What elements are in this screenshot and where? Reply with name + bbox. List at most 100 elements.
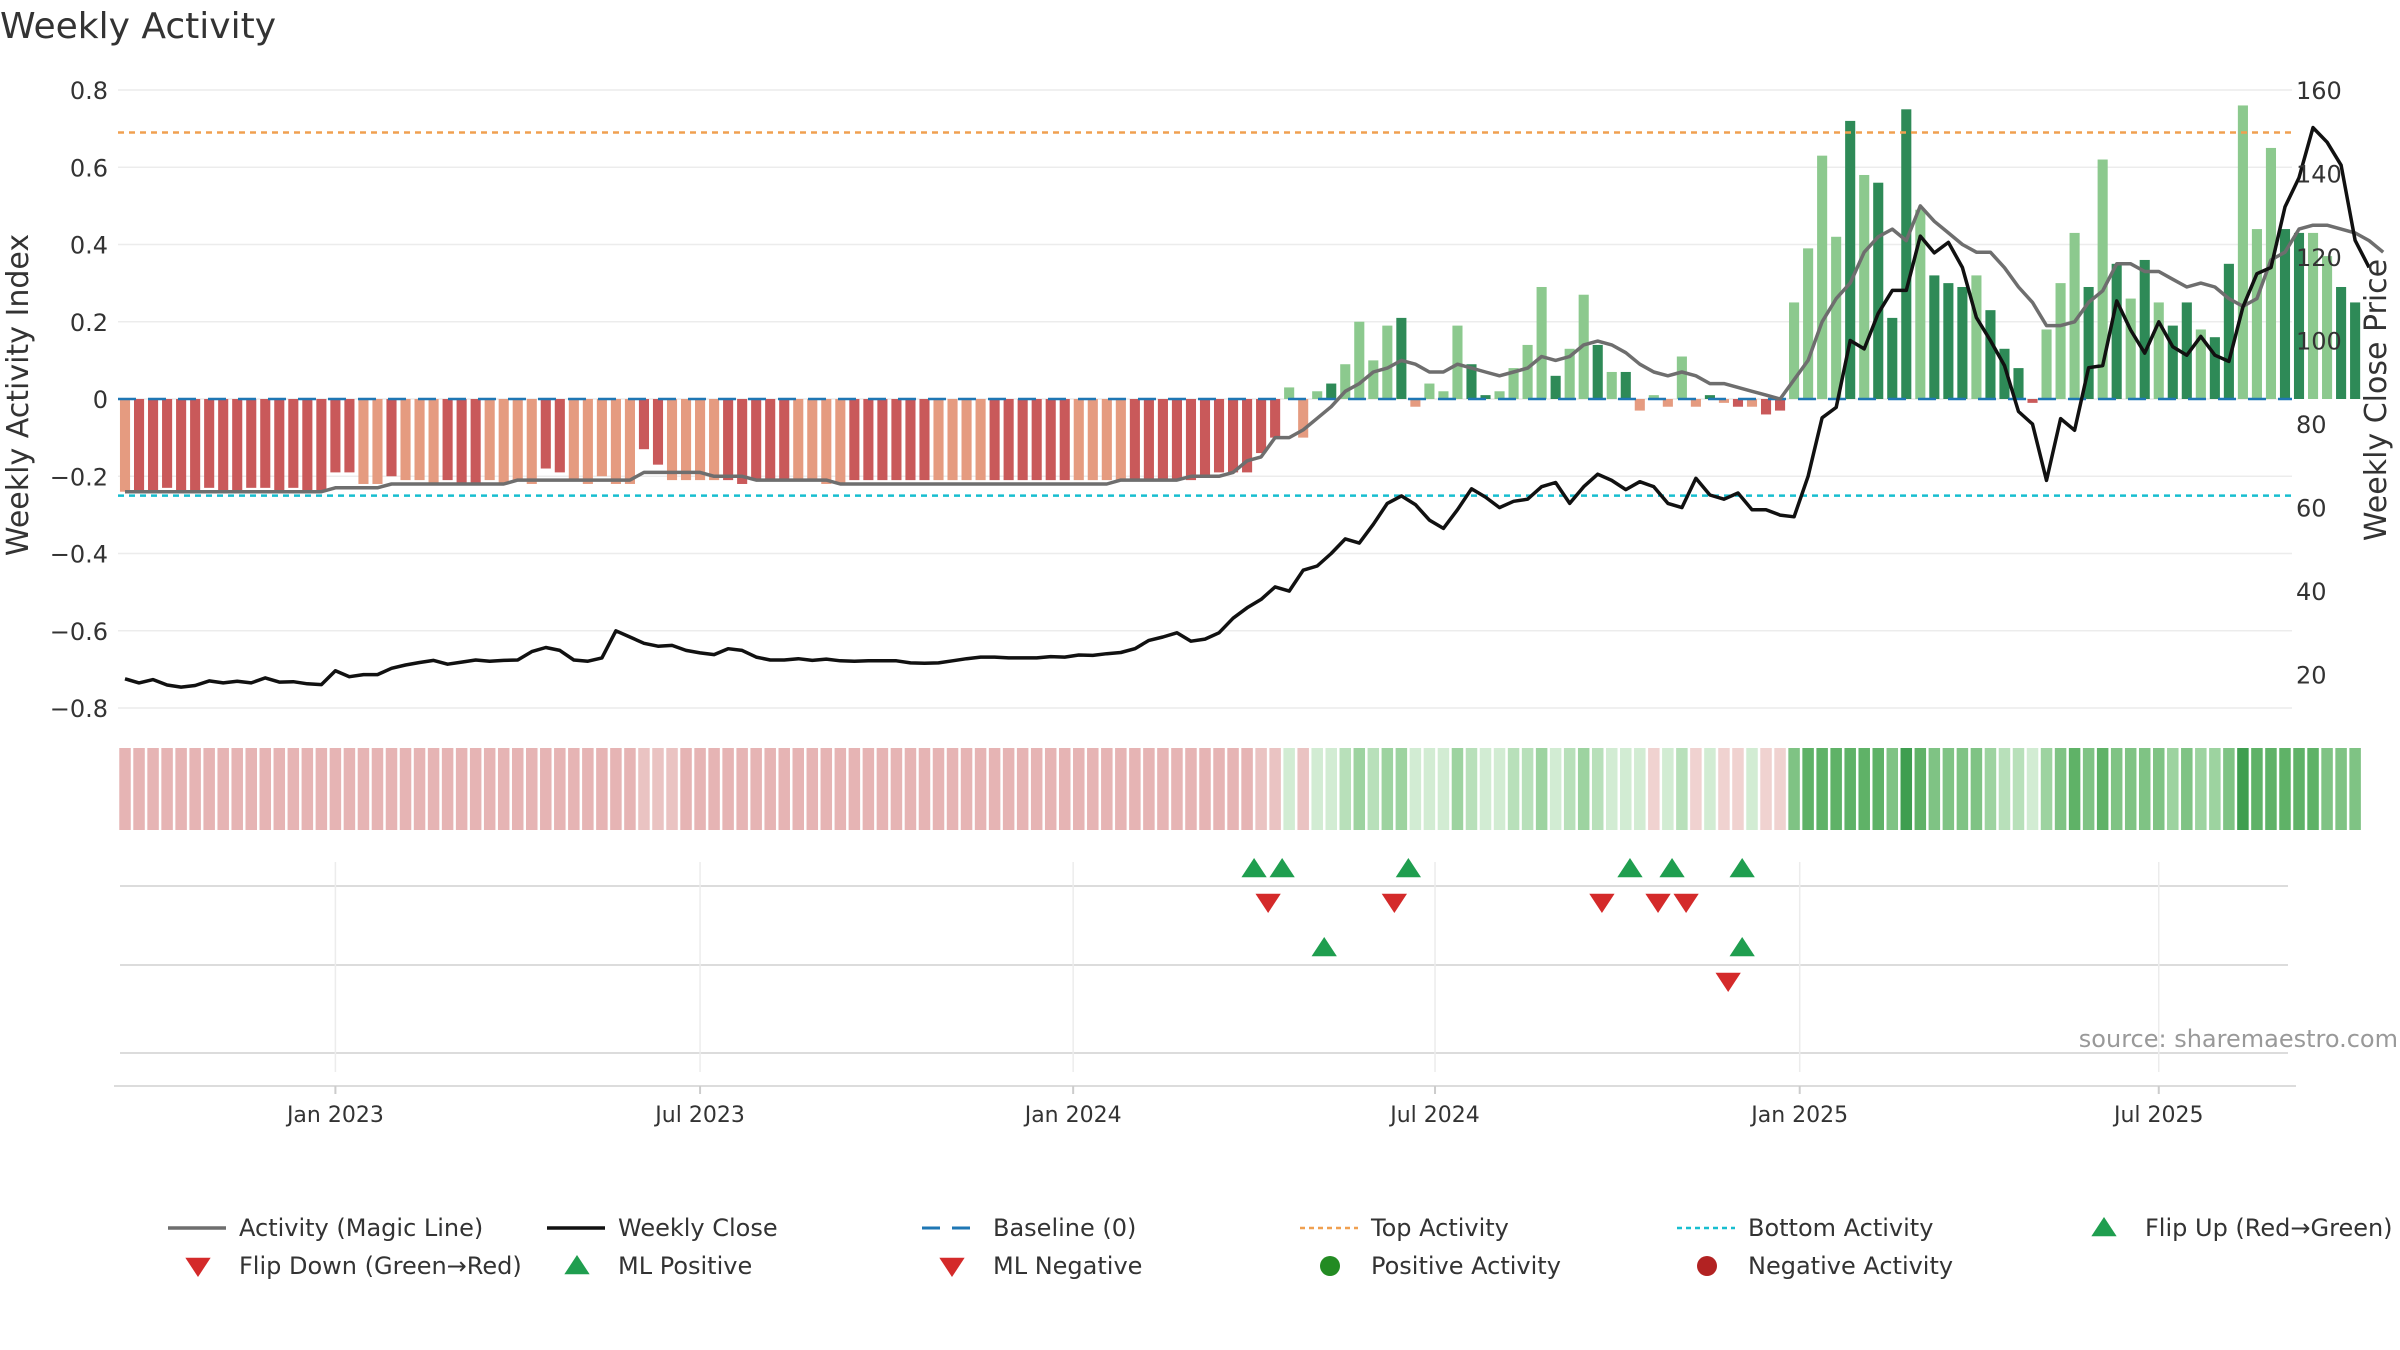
activity-bar <box>1115 399 1126 481</box>
heat-strip-cell <box>792 748 805 830</box>
heat-strip-cell <box>806 748 819 830</box>
heat-strip-cell <box>1185 748 1197 830</box>
activity-bar <box>933 399 944 481</box>
activity-bar <box>2069 232 2080 399</box>
activity-bar <box>1270 399 1281 438</box>
flip-down-marker <box>1673 893 1699 913</box>
heat-strip-cell <box>301 748 314 830</box>
heat-strip-cell <box>1058 748 1071 830</box>
activity-bar <box>1690 399 1701 407</box>
activity-bar <box>1859 174 1870 399</box>
legend-label: ML Positive <box>618 1252 752 1280</box>
activity-bars <box>119 105 2361 492</box>
left-axis: 0.8 0.6 0.4 0.2 0 −0.2 −0.4 −0.6 −0.8 <box>50 77 108 723</box>
heat-strip-cell <box>1087 748 1099 830</box>
legend-label: Positive Activity <box>1371 1252 1561 1280</box>
heat-strip-cell <box>1942 748 1955 830</box>
heat-strip-cell <box>708 748 720 830</box>
legend-label: Negative Activity <box>1748 1252 1953 1280</box>
activity-bar <box>652 399 664 465</box>
activity-bar <box>204 399 215 488</box>
heat-strip-cell <box>540 748 552 830</box>
heat-strip-cell <box>161 748 173 830</box>
y-left-tick-label: 0.6 <box>70 154 108 182</box>
activity-bar <box>1775 399 1786 411</box>
activity-bar <box>1073 399 1084 481</box>
flip-up-marker <box>1617 858 1643 878</box>
heat-strip-cell <box>638 748 650 830</box>
heat-strip-cell <box>1732 748 1744 830</box>
activity-bar <box>176 399 187 492</box>
legend-swatch <box>185 1257 211 1277</box>
flip-up-marker <box>1395 858 1422 878</box>
chart-title: Weekly Activity <box>0 6 276 47</box>
heat-strip-cell <box>1634 748 1646 830</box>
activity-bar <box>1873 182 1884 399</box>
heat-strip-cell <box>1858 748 1870 830</box>
heat-strip-cell <box>1690 748 1702 830</box>
activity-bar <box>2097 159 2108 399</box>
heat-strip-cell <box>1157 748 1169 830</box>
heat-strip-cell <box>1199 748 1211 830</box>
heat-strip-cell <box>1044 748 1057 830</box>
activity-bar <box>1087 399 1098 481</box>
activity-bar <box>288 399 299 488</box>
weekly-close-line <box>124 125 2371 689</box>
activity-heat-strip <box>119 748 2361 830</box>
y-left-tick-label: 0.4 <box>70 232 108 260</box>
y-right-tick-label: 100 <box>2296 328 2342 356</box>
heat-strip-cell <box>2237 748 2249 830</box>
heat-strip-cell <box>189 748 201 830</box>
heat-strip-cell <box>890 748 903 830</box>
heat-strip-cell <box>932 748 945 830</box>
activity-bar <box>1845 120 1856 400</box>
activity-bar <box>1522 344 1533 399</box>
y-right-tick-label: 120 <box>2296 244 2342 272</box>
heat-strip-cell <box>2195 748 2207 830</box>
y-right-tick-label: 160 <box>2296 77 2342 105</box>
legend-label: ML Negative <box>993 1252 1142 1280</box>
activity-bar <box>1059 399 1070 481</box>
activity-bar <box>1971 275 1982 399</box>
activity-bar <box>1045 399 1056 481</box>
heat-strip-cell <box>1760 748 1772 830</box>
activity-bar <box>1031 399 1042 481</box>
activity-bar <box>358 399 369 484</box>
activity-bar <box>1803 248 1814 399</box>
heat-strip-cell <box>1002 748 1015 830</box>
heat-strip-cell <box>1016 748 1029 830</box>
heat-strip-cell <box>1171 748 1183 830</box>
heat-strip-cell <box>1241 748 1253 830</box>
activity-bar <box>2350 302 2361 399</box>
heat-strip-cell <box>259 748 272 830</box>
activity-bar <box>1466 364 1477 399</box>
x-tick-label: Jan 2024 <box>1023 1103 1122 1128</box>
activity-bar <box>1648 395 1659 399</box>
activity-bar <box>709 399 720 481</box>
activity-bar <box>1732 399 1744 407</box>
heat-strip-cell <box>2265 748 2277 830</box>
activity-bar <box>1494 391 1505 399</box>
heat-strip-cell <box>1914 748 1927 830</box>
heat-strip-cell <box>2251 748 2263 830</box>
activity-bar <box>1704 395 1715 399</box>
activity-bar <box>1143 399 1154 481</box>
heat-strip-cell <box>652 748 664 830</box>
heat-strip-cell <box>455 748 468 830</box>
activity-bar <box>596 399 607 477</box>
activity-bar <box>400 399 411 481</box>
activity-bar <box>1199 399 1211 477</box>
activity-bar <box>2307 232 2319 399</box>
heat-strip-cell <box>2082 748 2095 830</box>
heat-strip-cell <box>469 748 482 830</box>
legend-label: Baseline (0) <box>993 1214 1136 1242</box>
activity-bar <box>1354 321 1365 399</box>
legend-swatch <box>1320 1256 1340 1276</box>
activity-bar <box>2027 399 2038 403</box>
activity-bar <box>470 399 481 484</box>
activity-bar <box>1256 399 1267 454</box>
heat-strip-cell <box>750 748 762 830</box>
activity-bar <box>1017 399 1028 481</box>
heat-strip-cell <box>1409 748 1422 830</box>
activity-bar <box>218 399 229 492</box>
